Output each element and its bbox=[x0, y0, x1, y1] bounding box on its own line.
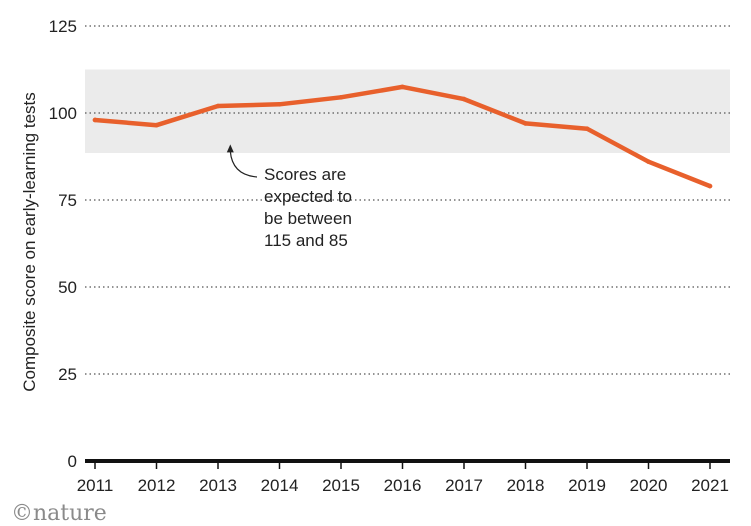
data-point-2014 bbox=[277, 102, 282, 107]
annotation-line-1: Scores are bbox=[264, 165, 346, 184]
x-tick-label-2021: 2021 bbox=[691, 476, 729, 495]
data-point-2013 bbox=[215, 103, 221, 109]
data-point-2016 bbox=[400, 84, 405, 90]
y-tick-label-100: 100 bbox=[49, 104, 77, 123]
y-tick-label-0: 0 bbox=[68, 452, 77, 471]
x-tick-label-2020: 2020 bbox=[630, 476, 668, 495]
x-tick-label-2016: 2016 bbox=[384, 476, 422, 495]
annotation-layer: Scores are expected to be between 115 and 8… bbox=[226, 144, 352, 250]
x-tick-label-2012: 2012 bbox=[138, 476, 176, 495]
x-tick-label-2013: 2013 bbox=[199, 476, 237, 495]
annotation-line-2: expected to bbox=[264, 187, 352, 206]
data-point-2012 bbox=[154, 122, 159, 128]
y-tick-labels-layer: 0 25 50 75 100 125 bbox=[49, 17, 77, 471]
x-tick-label-2011: 2011 bbox=[77, 476, 114, 495]
y-tick-label-25: 25 bbox=[58, 365, 77, 384]
nature-credit: ©nature bbox=[11, 501, 107, 526]
annotation-line-3: be between bbox=[264, 209, 352, 228]
series-layer bbox=[92, 84, 713, 189]
x-tick-label-2015: 2015 bbox=[322, 476, 360, 495]
x-tick-label-2018: 2018 bbox=[507, 476, 545, 495]
data-point-2017 bbox=[461, 96, 467, 102]
y-tick-label-125: 125 bbox=[49, 17, 77, 36]
y-tick-label-75: 75 bbox=[58, 191, 77, 210]
x-tick-label-2014: 2014 bbox=[261, 476, 299, 495]
y-axis-title: Composite score on early-learning tests bbox=[20, 92, 39, 392]
x-axis-layer bbox=[85, 459, 730, 469]
expected-range-band-layer bbox=[85, 69, 730, 154]
annotation-arrow-head-icon bbox=[226, 144, 234, 153]
annotation-arrow-line bbox=[229, 151, 258, 178]
data-point-2015 bbox=[338, 95, 344, 100]
data-point-2011 bbox=[92, 117, 98, 123]
y-tick-label-50: 50 bbox=[58, 278, 77, 297]
data-point-2019 bbox=[584, 126, 590, 131]
x-tick-label-2017: 2017 bbox=[445, 476, 483, 495]
data-point-2020 bbox=[646, 159, 651, 165]
x-tick-label-2019: 2019 bbox=[568, 476, 606, 495]
data-point-2021 bbox=[707, 183, 713, 189]
x-tick-labels-layer: 2011 2012 2013 2014 2015 2016 2017 2018 2019 2020… bbox=[77, 476, 729, 495]
expected-range-band bbox=[85, 69, 730, 154]
annotation-line-4: 115 and 85 bbox=[264, 231, 348, 250]
data-point-2018 bbox=[523, 121, 528, 126]
